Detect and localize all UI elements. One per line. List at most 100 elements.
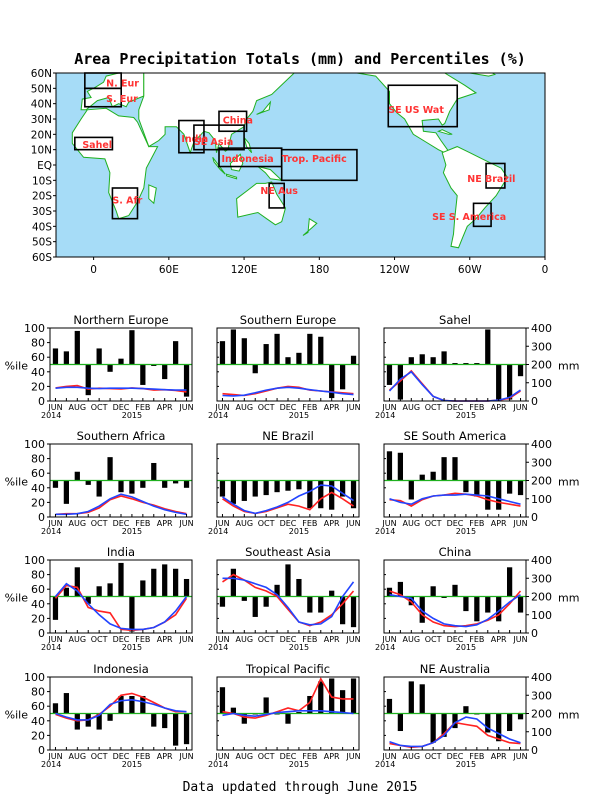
left-axis-label: %ile <box>5 476 29 489</box>
region-box-1 <box>84 87 123 108</box>
map-lat-label: 10N <box>31 145 52 157</box>
month-label: OCT <box>258 635 275 644</box>
month-label: DEC <box>113 635 130 644</box>
month-label: OCT <box>425 635 442 644</box>
month-label: JUN <box>381 752 396 761</box>
percentile-bar <box>241 596 247 601</box>
month-label: APR <box>157 519 173 528</box>
month-label: JUN <box>47 403 62 412</box>
percentile-bar <box>307 596 313 613</box>
landmass-5 <box>226 173 238 180</box>
percentile-bar <box>430 471 436 481</box>
month-label: DEC <box>113 403 130 412</box>
percentile-bar <box>517 596 524 613</box>
month-label: JUN <box>47 635 62 644</box>
panel-title: NE Australia <box>420 662 490 676</box>
year-label: 2015 <box>289 527 309 536</box>
left-tick-label: 0 <box>38 744 45 757</box>
map-lat-label: 40S <box>32 221 52 233</box>
month-label: AUG <box>69 519 87 528</box>
left-tick-label: 40 <box>31 715 45 728</box>
percentile-bar <box>96 348 102 365</box>
percentile-bar <box>485 329 491 365</box>
month-label: FEB <box>302 752 317 761</box>
panel-title: Northern Europe <box>73 313 168 327</box>
percentile-bar <box>219 596 226 607</box>
month-label: AUG <box>403 635 421 644</box>
percentile-bar <box>285 564 291 597</box>
percentile-bar <box>430 357 436 365</box>
map-lat-label: 30N <box>31 114 52 126</box>
region-label-5: China <box>223 116 253 127</box>
year-label: 2015 <box>122 760 142 769</box>
month-label: JUN <box>214 519 229 528</box>
month-label: JUN <box>512 519 527 528</box>
percentile-bar <box>296 352 302 365</box>
percentile-bar <box>219 341 226 365</box>
month-label: DEC <box>280 752 297 761</box>
month-label: JUN <box>345 403 360 412</box>
normal-line <box>389 716 521 748</box>
landmass-14 <box>441 146 508 249</box>
percentile-bar <box>172 568 179 597</box>
right-tick-label: 100 <box>531 493 552 506</box>
month-label: APR <box>324 519 340 528</box>
percentile-bar <box>274 584 280 597</box>
left-tick-label: 100 <box>24 554 45 567</box>
month-label: AUG <box>403 752 421 761</box>
percentile-bar <box>463 480 469 493</box>
region-label-3: S. Afr <box>112 195 142 206</box>
left-tick-label: 60 <box>31 583 45 596</box>
normal-line <box>55 386 187 391</box>
panel-title: NE Brazil <box>262 429 314 443</box>
percentile-bar <box>140 480 146 488</box>
landmass-11 <box>302 217 318 236</box>
month-label: APR <box>324 635 340 644</box>
percentile-bar <box>129 330 135 365</box>
percentile-bar <box>140 695 146 714</box>
year-label: 2014 <box>208 643 228 652</box>
month-label: JUN <box>381 403 396 412</box>
month-label: FEB <box>135 519 150 528</box>
panel-se-south-america: SE South America 0 100 200 300 400 mm JUN AUG OCT… <box>375 429 579 536</box>
percentile-bar <box>506 364 513 400</box>
right-tick-label: 200 <box>531 708 552 721</box>
percentile-bar <box>74 471 80 481</box>
region-label-1: S. Eur <box>106 94 138 105</box>
percentile-bar <box>441 457 447 481</box>
month-label: OCT <box>91 519 108 528</box>
month-label: OCT <box>91 752 108 761</box>
percentile-bar <box>386 364 393 385</box>
percentile-bar <box>183 480 190 488</box>
panel-sahel: Sahel 0 100 200 300 400 mm JUN AUG OCT DEC FEB APR JU… <box>375 313 579 420</box>
month-label: JUN <box>178 752 193 761</box>
panel-title: SE South America <box>404 429 507 443</box>
month-label: APR <box>157 403 173 412</box>
landmass-15 <box>436 129 453 135</box>
percentile-bar <box>441 596 447 598</box>
left-tick-label: 20 <box>31 612 45 625</box>
month-label: APR <box>491 403 507 412</box>
percentile-bar <box>285 713 291 724</box>
percentile-bar <box>107 457 113 481</box>
right-tick-label: 0 <box>531 395 538 408</box>
footer-note: Data updated through June 2015 <box>183 780 418 795</box>
percentile-bar <box>350 596 357 628</box>
map-lat-label: 30S <box>32 206 52 218</box>
percentile-bar <box>63 480 70 504</box>
percentile-bar <box>230 707 237 714</box>
percentile-bar <box>118 358 124 365</box>
left-tick-label: 80 <box>31 686 45 699</box>
left-tick-label: 40 <box>31 366 45 379</box>
month-label: JUN <box>178 519 193 528</box>
percentile-bar <box>183 364 190 397</box>
map-lon-label: 0 <box>542 264 549 276</box>
month-label: JUN <box>214 403 229 412</box>
year-label: 2014 <box>41 411 61 420</box>
month-label: FEB <box>302 635 317 644</box>
region-box-3 <box>111 187 139 220</box>
left-tick-label: 60 <box>31 467 45 480</box>
normal-line <box>222 386 354 397</box>
